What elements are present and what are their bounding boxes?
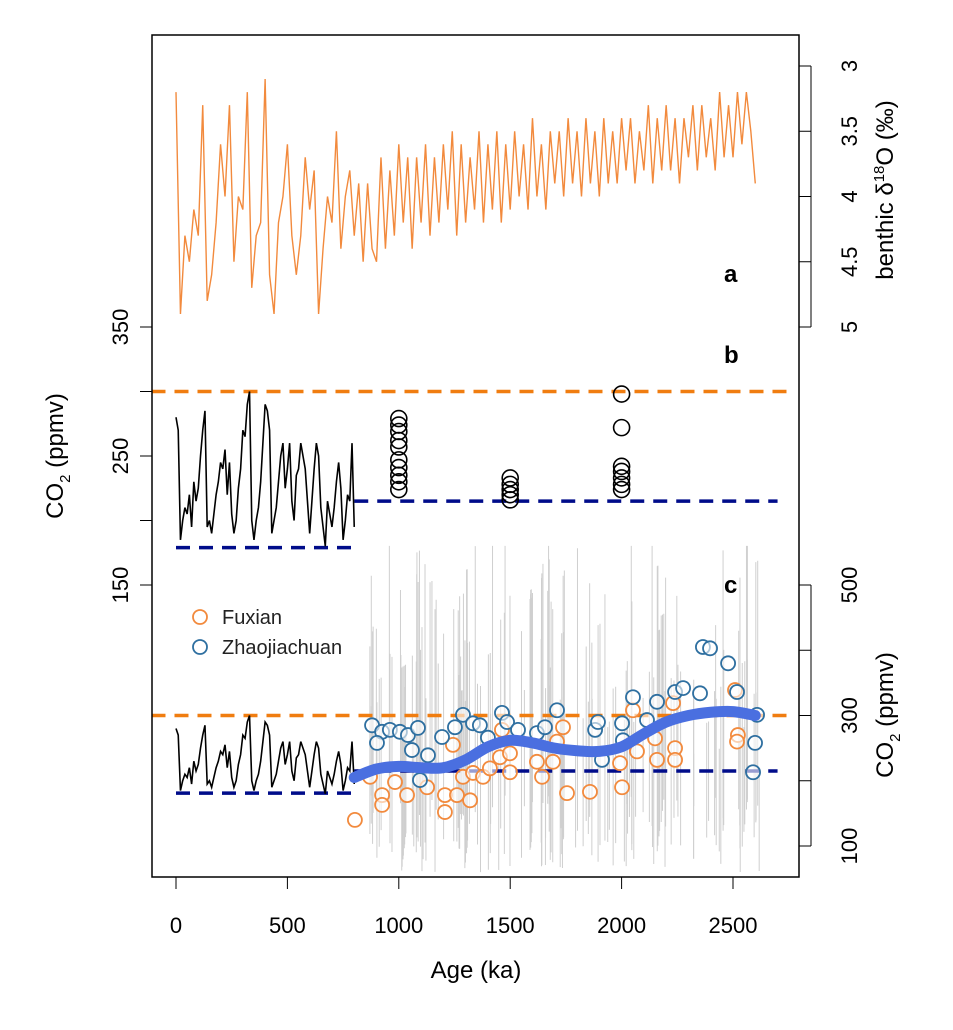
fuxian-point <box>534 768 550 785</box>
legend-marker-fuxian <box>192 609 208 625</box>
zhaojiachuan-point <box>692 685 708 702</box>
x-tick-label: 2500 <box>709 913 758 938</box>
blue-ice-point <box>389 458 408 477</box>
fuxian-point <box>729 733 745 750</box>
d18o-line <box>175 79 756 315</box>
blue-ice-point <box>389 472 408 491</box>
fuxian-point <box>545 753 561 770</box>
fuxian-point <box>374 796 390 813</box>
zhaojiachuan-point <box>702 640 718 657</box>
zhaojiachuan-point <box>471 717 488 734</box>
blue-ice-point <box>612 480 631 499</box>
ice-core-co2-line-c <box>175 715 356 794</box>
fuxian-point <box>462 792 478 809</box>
blue-ice-point <box>612 457 631 476</box>
fuxian-point <box>555 719 571 736</box>
zhaojiachuan-point <box>420 747 436 764</box>
fuxian-point <box>667 751 683 768</box>
y-tick-label-b: 350 <box>108 309 133 346</box>
y-tick-label-b: 250 <box>108 438 133 475</box>
zhaojiachuan-point <box>590 714 606 730</box>
panel-label-c: c <box>724 572 737 599</box>
zhaojiachuan-point <box>499 714 515 730</box>
blue-ice-point <box>389 466 408 485</box>
x-tick-label: 2000 <box>597 913 646 938</box>
legend: Fuxian Zhaojiachuan <box>192 607 342 659</box>
zhaojiachuan-point <box>747 735 763 751</box>
ice-core-co2-line-b <box>175 391 356 547</box>
y-tick-label-c: 100 <box>837 828 862 865</box>
legend-marker-zhaojiachuan <box>192 639 208 655</box>
zhaojiachuan-point <box>614 715 630 732</box>
zhaojiachuan-point <box>412 772 428 788</box>
y-tick-label-c: 500 <box>837 567 862 604</box>
zhaojiachuan-point <box>720 655 736 672</box>
zhaojiachuan-point <box>434 729 450 745</box>
panel-label-a: a <box>724 261 738 288</box>
blue-ice-point <box>389 431 408 450</box>
zhaojiachuan-point <box>369 735 385 751</box>
fuxian-point <box>482 760 498 777</box>
zhaojiachuan-point <box>455 706 471 723</box>
x-tick-label: 0 <box>170 913 182 938</box>
blue-ice-point <box>612 418 631 437</box>
blue-ice-point <box>389 480 408 499</box>
fuxian-point <box>502 745 518 762</box>
y-tick-label-a: 4 <box>837 190 862 202</box>
zhaojiachuan-point <box>675 680 691 696</box>
fuxian-point <box>582 783 598 800</box>
blue-ice-point <box>612 462 631 481</box>
zhaojiachuan-point <box>745 764 761 781</box>
fuxian-point <box>612 755 628 772</box>
fuxian-point <box>445 736 461 753</box>
fuxian-point <box>449 787 465 804</box>
blue-ice-point <box>501 485 520 504</box>
zhaojiachuan-point <box>404 742 420 758</box>
fuxian-point <box>502 764 518 781</box>
blue-ice-point <box>612 469 631 487</box>
x-axis-label: Age (ka) <box>431 957 522 984</box>
fuxian-point <box>614 779 630 796</box>
zhaojiachuan-point <box>625 689 641 706</box>
y-tick-label-a: 3.5 <box>837 116 862 147</box>
blue-ice-point <box>501 480 520 499</box>
blue-ice-point <box>612 385 631 403</box>
zhaojiachuan-point <box>447 719 463 736</box>
legend-label-zhaojiachuan: Zhaojiachuan <box>222 637 342 659</box>
fuxian-point <box>649 751 665 768</box>
fuxian-point <box>625 702 641 719</box>
x-tick-label: 1000 <box>374 913 423 938</box>
legend-label-fuxian: Fuxian <box>222 607 282 629</box>
x-tick-label: 1500 <box>486 913 535 938</box>
y-tick-label-a: 5 <box>837 321 862 333</box>
fuxian-point <box>399 787 415 804</box>
zhaojiachuan-point <box>649 693 665 710</box>
fuxian-point <box>387 774 403 790</box>
fuxian-point <box>529 753 545 770</box>
panel-label-b: b <box>724 342 739 369</box>
zhaojiachuan-point <box>729 684 745 700</box>
blue-ice-point <box>501 491 520 509</box>
smooth-co2-line <box>348 705 761 783</box>
zhaojiachuan-point <box>549 702 565 719</box>
zhaojiachuan-point <box>410 719 426 736</box>
zhaojiachuan-point <box>537 719 553 736</box>
fuxian-point <box>347 812 363 828</box>
blue-ice-point <box>389 409 408 428</box>
fuxian-point <box>437 804 453 820</box>
y-tick-label-b: 150 <box>108 567 133 604</box>
y-tick-label-c: 300 <box>837 697 862 734</box>
blue-ice-point <box>389 438 408 456</box>
y-tick-label-a: 3 <box>837 60 862 72</box>
y-axis-label-a: benthic δ18O (‰) <box>871 100 899 279</box>
fuxian-point <box>559 785 575 802</box>
y-axis-label-c: CO2 (ppmv) <box>872 652 904 778</box>
y-axis-label-b: CO2 (ppmv) <box>42 393 74 519</box>
x-tick-label: 500 <box>269 913 306 938</box>
blue-ice-point <box>612 475 631 494</box>
y-tick-label-a: 4.5 <box>837 246 862 277</box>
